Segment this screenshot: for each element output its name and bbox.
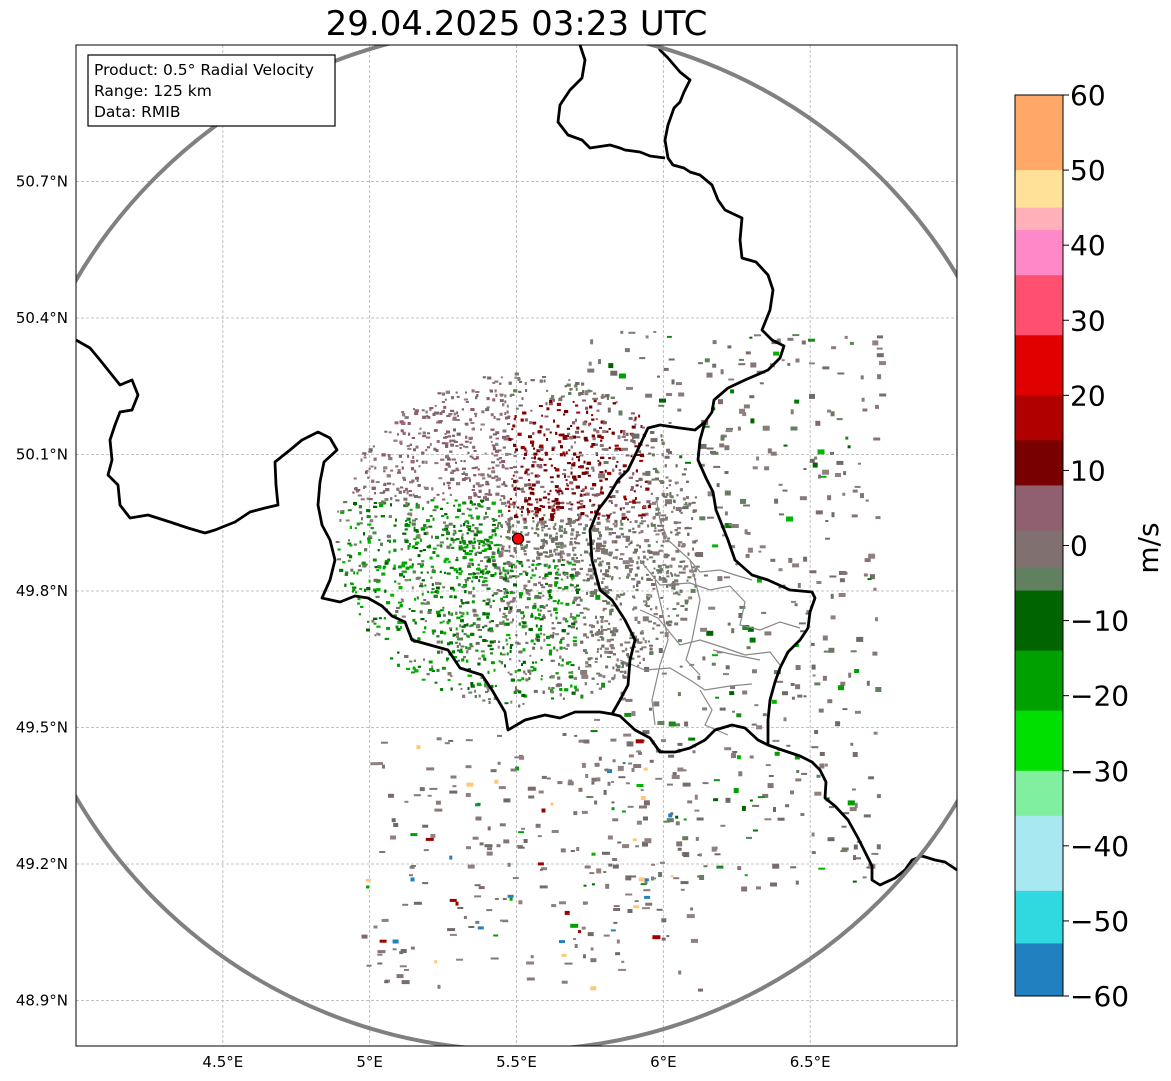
colorbar-stops — [1015, 95, 1063, 997]
info-product: Product: 0.5° Radial Velocity — [94, 61, 314, 79]
radar-site-marker — [511, 532, 525, 545]
info-box: Product: 0.5° Radial Velocity Range: 125… — [87, 54, 336, 127]
colorbar-band — [1015, 95, 1063, 171]
info-box-frame — [87, 54, 336, 127]
colorbar-band — [1015, 710, 1063, 772]
y-tick-label: 49.8°N — [16, 582, 68, 600]
x-axis-ticks: 4.5°E 5°E 5.5°E 6°E 6.5°E — [202, 1053, 830, 1071]
plot-frame — [75, 44, 958, 1047]
colorbar-band — [1015, 590, 1063, 652]
colorbar-band — [1015, 440, 1063, 486]
radar-echoes — [335, 330, 887, 992]
x-tick-label: 5.5°E — [496, 1053, 537, 1071]
colorbar-tick-label: 50 — [1070, 154, 1106, 187]
colorbar-tick-label: −20 — [1070, 680, 1129, 713]
colorbar-band — [1015, 230, 1063, 276]
colorbar-tick-label: 30 — [1070, 304, 1106, 337]
colorbar-band — [1015, 568, 1063, 592]
colorbar-label: m/s — [1132, 522, 1165, 573]
colorbar-band — [1015, 770, 1063, 817]
map-title: 29.04.2025 03:23 UTC — [325, 4, 708, 44]
colorbar-band — [1015, 815, 1063, 892]
x-tick-label: 5°E — [356, 1053, 383, 1071]
colorbar: 60 50 40 30 20 10 0 −10 −20 −30 −40 −50 −60 m/s — [1014, 79, 1165, 1013]
colorbar-band — [1015, 207, 1063, 231]
y-axis-ticks: 48.9°N 49.2°N 49.5°N 49.8°N 50.1°N 50.4°N 50.7… — [16, 173, 68, 1010]
luxembourg-border — [611, 421, 817, 754]
colorbar-band — [1015, 890, 1063, 944]
colorbar-tick-label: 10 — [1070, 454, 1106, 487]
belgium-border-north — [76, 45, 786, 732]
colorbar-tick-label: −60 — [1070, 980, 1129, 1013]
y-tick-label: 48.9°N — [16, 992, 68, 1010]
x-tick-label: 6°E — [650, 1053, 677, 1071]
colorbar-tick-label: −10 — [1070, 605, 1129, 638]
colorbar-tick-label: 20 — [1070, 379, 1106, 412]
y-tick-label: 50.1°N — [16, 446, 68, 464]
y-tick-label: 49.2°N — [16, 855, 68, 873]
country-borders — [76, 45, 957, 887]
colorbar-tick-label: −30 — [1070, 755, 1129, 788]
colorbar-tick-label: 60 — [1070, 79, 1106, 112]
colorbar-tick-label: −50 — [1070, 905, 1129, 938]
colorbar-band — [1015, 170, 1063, 209]
colorbar-band — [1015, 275, 1063, 336]
x-tick-label: 6.5°E — [790, 1053, 831, 1071]
colorbar-tick-label: −40 — [1070, 830, 1129, 863]
colorbar-band — [1015, 485, 1063, 531]
colorbar-band — [1015, 530, 1063, 569]
y-tick-label: 49.5°N — [16, 719, 68, 737]
belgium-border-ardennes — [556, 45, 666, 160]
admin-borders — [619, 496, 801, 736]
colorbar-band — [1015, 395, 1063, 441]
colorbar-band — [1015, 943, 1063, 997]
info-data-source: Data: RMIB — [94, 103, 181, 121]
x-tick-label: 4.5°E — [202, 1053, 243, 1071]
y-tick-label: 50.4°N — [16, 309, 68, 327]
colorbar-tick-label: 40 — [1070, 229, 1106, 262]
colorbar-tick-label: 0 — [1070, 530, 1088, 563]
colorbar-band — [1015, 650, 1063, 712]
colorbar-band — [1015, 335, 1063, 396]
info-range: Range: 125 km — [94, 82, 212, 100]
luxembourg-canton-borders — [619, 496, 801, 736]
y-tick-label: 50.7°N — [16, 173, 68, 191]
colorbar-ticks: 60 50 40 30 20 10 0 −10 −20 −30 −40 −50 −60 — [1063, 79, 1129, 1013]
